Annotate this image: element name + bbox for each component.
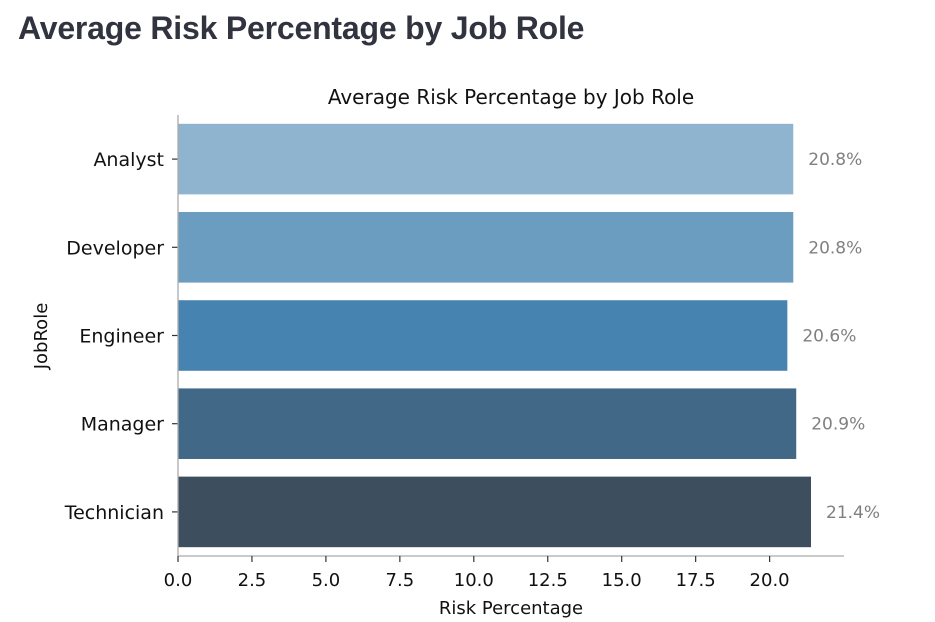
x-axis-label: Risk Percentage xyxy=(439,598,583,619)
data-label-manager: 20.9% xyxy=(811,415,865,435)
x-tick-label-15.0: 15.0 xyxy=(602,570,642,591)
x-tick-label-17.5: 17.5 xyxy=(676,570,716,591)
page-title: Average Risk Percentage by Job Role xyxy=(18,10,585,46)
data-label-technician: 21.4% xyxy=(826,503,880,523)
x-tick-label-7.5: 7.5 xyxy=(386,570,415,591)
axes-group: Analyst Developer Engineer Manager Technicia… xyxy=(64,115,844,591)
chart-title: Average Risk Percentage by Job Role xyxy=(328,85,694,109)
bar-manager xyxy=(178,388,797,459)
bar-engineer xyxy=(178,300,788,371)
x-tick-label-20.0: 20.0 xyxy=(750,570,790,591)
y-tick-label-developer: Developer xyxy=(66,237,164,259)
y-tick-label-analyst: Analyst xyxy=(93,149,164,171)
y-tick-label-engineer: Engineer xyxy=(79,326,164,348)
y-tick-label-manager: Manager xyxy=(81,414,164,436)
y-axis-label: JobRole xyxy=(31,303,52,371)
data-label-developer: 20.8% xyxy=(808,238,862,258)
x-tick-label-10.0: 10.0 xyxy=(454,570,494,591)
bars-group: 20.8% 20.8% 20.6% 20.9% 21.4% xyxy=(178,123,880,548)
data-label-engineer: 20.6% xyxy=(802,327,856,347)
y-tick-label-technician: Technician xyxy=(64,502,164,524)
data-label-analyst: 20.8% xyxy=(808,150,862,170)
bar-technician xyxy=(178,476,812,548)
x-tick-label-0.0: 0.0 xyxy=(164,570,193,591)
x-tick-label-12.5: 12.5 xyxy=(528,570,568,591)
x-tick-label-5.0: 5.0 xyxy=(312,570,341,591)
bar-analyst xyxy=(178,123,794,195)
bar-developer xyxy=(178,212,794,283)
x-tick-label-2.5: 2.5 xyxy=(238,570,267,591)
